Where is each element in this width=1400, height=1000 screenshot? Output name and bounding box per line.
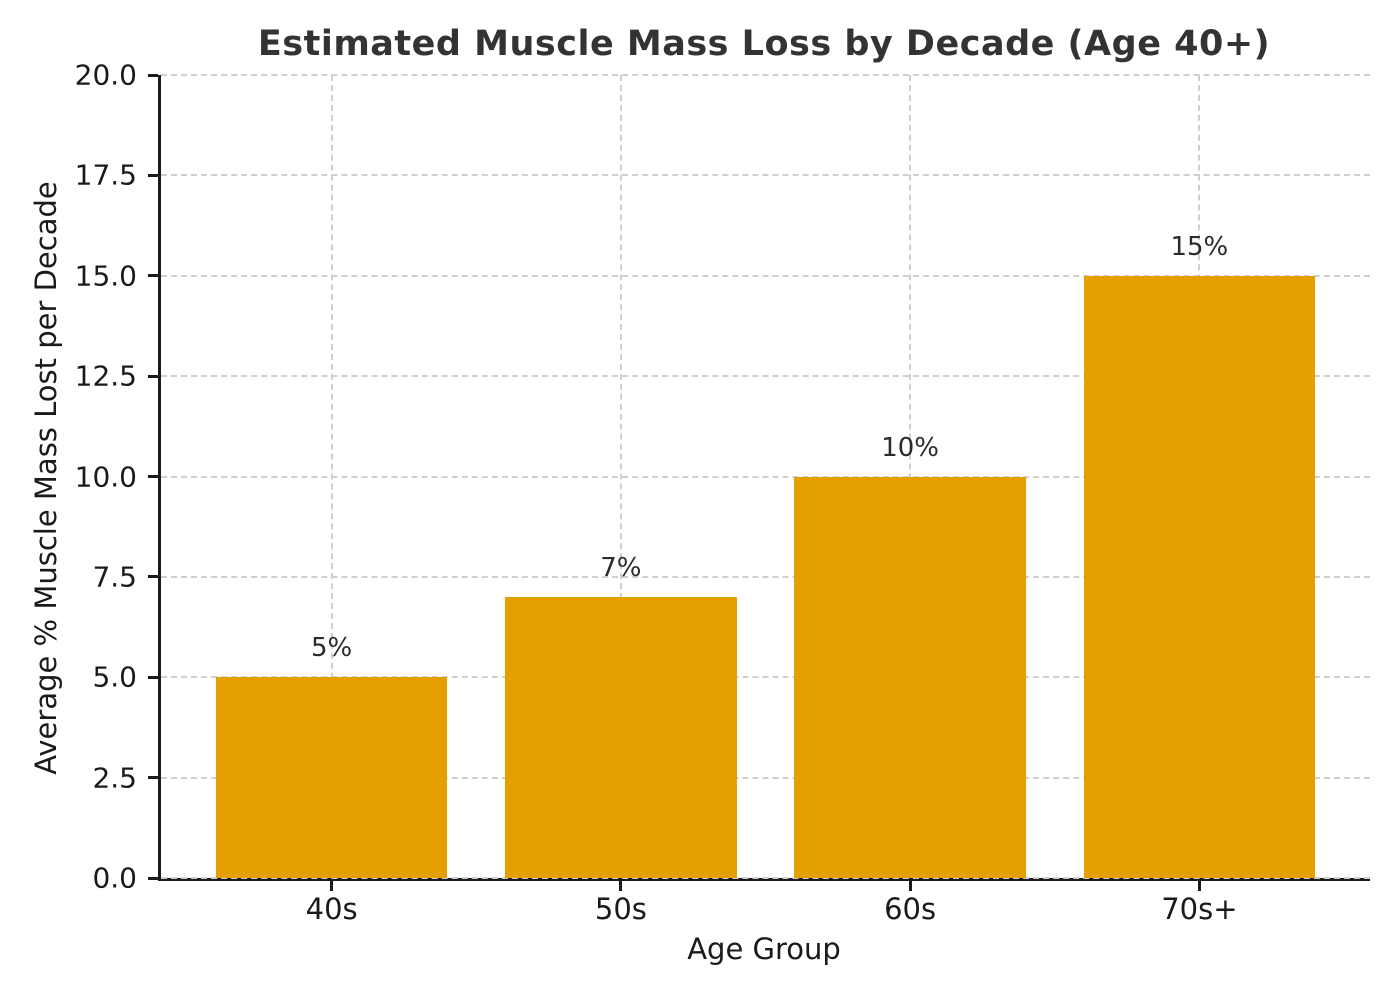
y-axis-label: Average % Muscle Mass Lost per Decade (29, 181, 63, 775)
x-tick-mark-60s (908, 881, 912, 891)
y-tick-mark-7.5 (148, 575, 158, 579)
h-gridline-15.0 (161, 274, 1370, 277)
y-tick-label-7.5: 7.5 (92, 560, 137, 594)
h-gridline-7.5 (161, 575, 1370, 578)
y-tick-mark-15.0 (148, 274, 158, 278)
bar-value-label-60s: 10% (881, 432, 940, 463)
bar-value-label-70s+: 15% (1170, 231, 1229, 262)
y-tick-label-5.0: 5.0 (92, 660, 137, 694)
chart-title: Estimated Muscle Mass Loss by Decade (Ag… (257, 24, 1271, 64)
x-axis-label: Age Group (687, 932, 841, 966)
y-tick-label-10.0: 10.0 (74, 460, 137, 493)
y-tick-label-17.5: 17.5 (74, 158, 137, 192)
y-tick-mark-20.0 (148, 73, 158, 77)
h-gridline-17.5 (161, 174, 1370, 177)
x-tick-label-70s+: 70s+ (1161, 892, 1238, 926)
y-tick-mark-2.5 (148, 776, 158, 780)
x-tick-label-50s: 50s (594, 892, 647, 926)
y-tick-label-12.5: 12.5 (74, 359, 137, 393)
h-gridline-5.0 (161, 676, 1370, 679)
x-tick-mark-70s+ (1197, 881, 1201, 891)
bar-40s (215, 677, 448, 878)
y-tick-mark-0.0 (148, 876, 158, 880)
x-tick-mark-40s (330, 881, 334, 891)
y-tick-mark-5.0 (148, 675, 158, 679)
bar-value-label-50s: 7% (600, 552, 642, 583)
plot-area: 5% 7% 10% 15% 0.0 2.5 5.0 7.5 10.0 12.5 15.0 17.5 20… (75, 59, 1370, 926)
x-tick-label-40s: 40s (305, 892, 358, 926)
y-tick-label-15.0: 15.0 (74, 259, 137, 293)
bar-70s+ (1083, 275, 1316, 878)
y-tick-label-20.0: 20.0 (74, 58, 137, 92)
h-gridline-12.5 (161, 375, 1370, 378)
y-tick-label-0.0: 0.0 (92, 861, 137, 895)
y-tick-mark-17.5 (148, 173, 158, 177)
y-tick-mark-12.5 (148, 374, 158, 378)
bar-50s (505, 596, 737, 878)
x-tick-mark-50s (619, 881, 623, 891)
v-gridline-50s (619, 75, 622, 878)
y-tick-mark-10.0 (148, 475, 158, 478)
x-tick-label-60s: 60s (884, 892, 937, 926)
bar-60s (794, 476, 1026, 878)
h-gridline-10.0 (161, 475, 1370, 478)
y-tick-label-2.5: 2.5 (92, 761, 137, 795)
h-gridline-0.0 (161, 877, 1370, 879)
bar-value-label-40s: 5% (311, 633, 353, 664)
h-gridline-20.0 (161, 74, 1370, 76)
v-gridline-40s (330, 75, 333, 878)
h-gridline-2.5 (161, 776, 1370, 779)
